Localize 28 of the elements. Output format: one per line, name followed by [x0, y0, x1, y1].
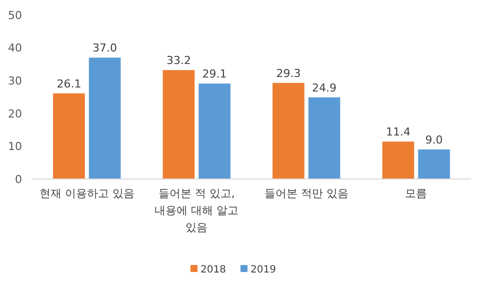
- text: 33.2: [166, 54, 191, 68]
- text: 24.9: [312, 81, 337, 94]
- y-tick-label: 30: [8, 74, 22, 88]
- text: 37.0: [92, 42, 118, 55]
- y-tick-label: 0: [15, 172, 22, 186]
- y-tick-label: 10: [8, 140, 22, 154]
- text: 9.0: [425, 133, 443, 146]
- y-tick-label: 40: [8, 42, 22, 55]
- text: 29.1: [202, 68, 227, 81]
- text: 29.3: [276, 66, 301, 80]
- bar: [308, 97, 340, 179]
- bar: [272, 82, 304, 179]
- x-tick-label: 현재 이용하고 있음: [39, 187, 134, 200]
- legend-label: 2018: [200, 264, 226, 276]
- y-tick-label: 50: [8, 8, 22, 22]
- bar: [162, 70, 195, 179]
- bar: [198, 84, 230, 179]
- text: 26.1: [56, 77, 82, 90]
- bar: [88, 58, 121, 179]
- text: 11.4: [386, 126, 410, 139]
- bar: [382, 142, 414, 179]
- legend-label: 2019: [250, 264, 276, 276]
- bar: [418, 149, 450, 179]
- x-tick-label: 모름: [405, 187, 428, 200]
- y-tick-label: 20: [8, 107, 22, 120]
- x-tick-label: 들어본 적만 있음: [264, 187, 348, 200]
- bar: [53, 93, 85, 179]
- x-tick-label: 들어본 적 있고, 내용에 대해 알고 있음: [154, 187, 239, 234]
